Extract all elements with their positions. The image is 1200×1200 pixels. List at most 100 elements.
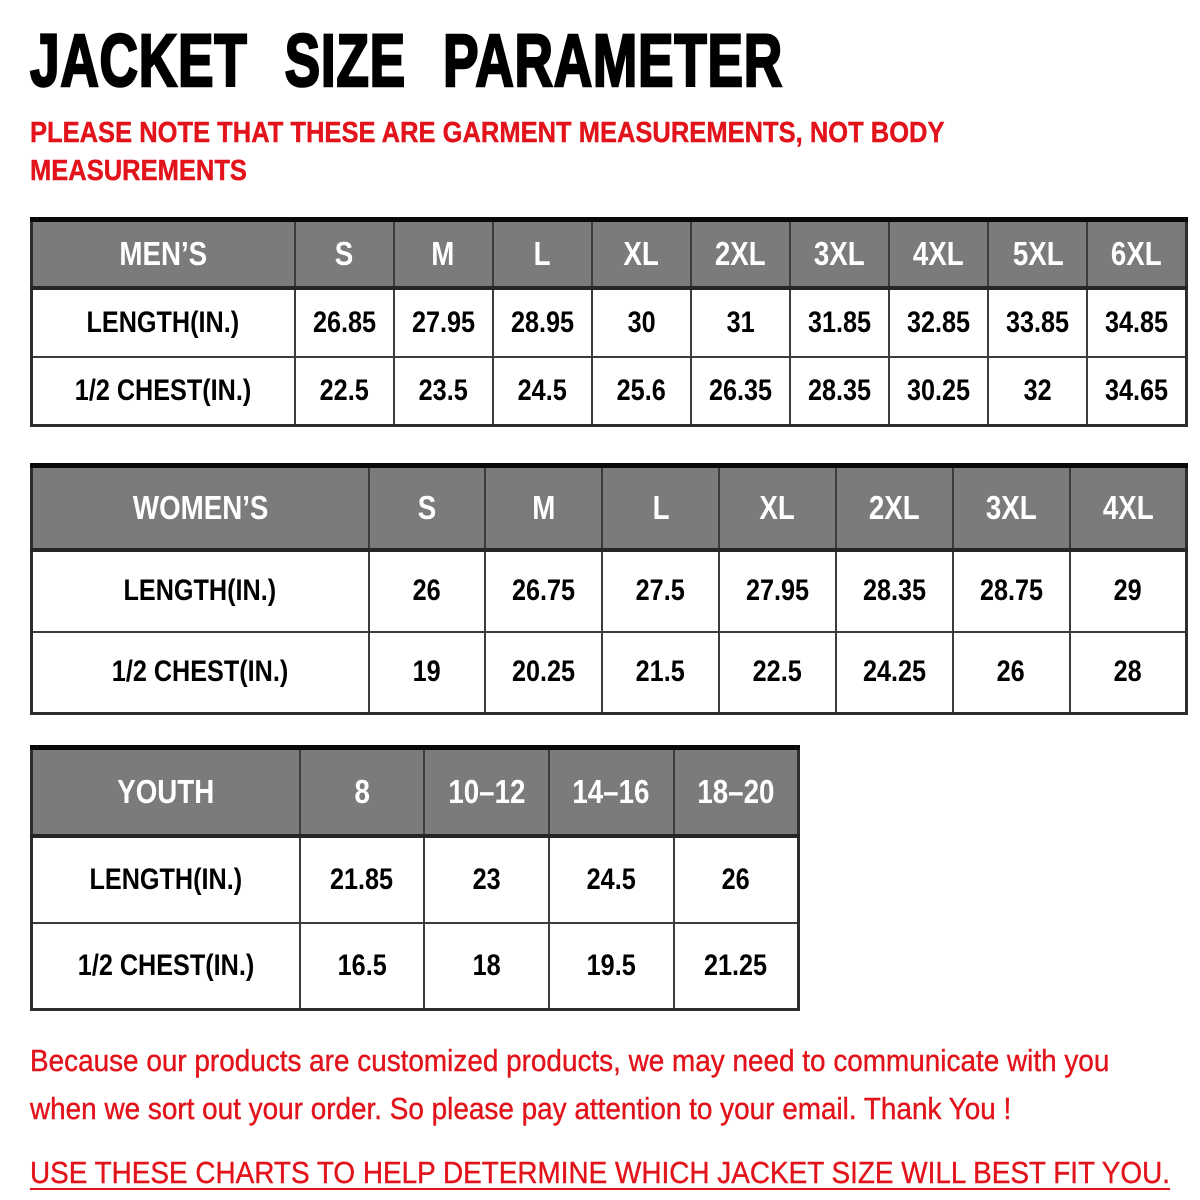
womens-measurement-row: LENGTH(IN.) 26 26.75 27.5 27.95 28.35 28.75 29 [30, 548, 1188, 633]
header-cell-text: 14–16 [572, 772, 650, 810]
size-value-cell: 27.95 [718, 548, 837, 633]
size-value-cell: 32.85 [888, 286, 990, 358]
header-cell-text: M [532, 488, 556, 526]
size-value-cell: 32 [987, 355, 1089, 427]
size-value-cell: 28.95 [491, 286, 593, 358]
womens-group-title: WOMEN’S [30, 464, 370, 552]
row-label: LENGTH(IN.) [30, 286, 296, 358]
custom-order-notice: Because our products are customized prod… [30, 1037, 1170, 1133]
row-label-text: 1/2 CHEST(IN.) [75, 373, 252, 407]
size-value-cell: 28.75 [951, 548, 1071, 633]
size-value-cell: 25.6 [590, 355, 692, 427]
mens-measurement-row: 1/2 CHEST(IN.) 22.5 23.5 24.5 25.6 26.35 28.35… [30, 355, 1188, 427]
womens-size-header: 4XL [1068, 464, 1188, 552]
row-label-text: LENGTH(IN.) [89, 862, 243, 896]
size-value-cell: 30.25 [888, 355, 990, 427]
size-value-cell: 21.85 [298, 834, 426, 924]
size-value-text: 33.85 [1006, 305, 1070, 339]
size-value-text: 30 [627, 305, 656, 339]
size-value-text: 26 [997, 655, 1026, 689]
notice-line-2: when we sort out your order. So please p… [30, 1090, 1012, 1126]
youth-measurement-row: 1/2 CHEST(IN.) 16.5 18 19.5 21.25 [30, 921, 800, 1011]
size-value-text: 20.25 [512, 655, 576, 689]
size-value-cell: 16.5 [298, 921, 426, 1011]
header-cell-text: L [533, 234, 551, 272]
size-value-cell: 23 [423, 834, 550, 924]
note-line-2: MEASUREMENTS [30, 155, 247, 188]
size-value-text: 26.35 [708, 373, 773, 407]
size-value-cell: 31 [689, 286, 792, 358]
size-value-text: 26.85 [312, 305, 376, 339]
row-label-text: 1/2 CHEST(IN.) [77, 948, 254, 982]
header-cell-text: 3XL [814, 234, 866, 272]
womens-size-header: M [484, 464, 604, 552]
header-cell-text: 2XL [868, 488, 920, 526]
size-value-text: 26.75 [512, 574, 576, 608]
mens-group-title: MEN’S [30, 218, 296, 290]
header-cell-text: L [652, 488, 670, 526]
size-value-cell: 26 [951, 630, 1071, 715]
mens-size-header: 3XL [789, 218, 891, 290]
header-cell-text: 4XL [1102, 488, 1154, 526]
size-value-text: 21.85 [330, 862, 394, 896]
size-value-cell: 22.5 [718, 630, 837, 715]
header-cell-text: XL [623, 234, 660, 272]
header-cell-text: 3XL [985, 488, 1037, 526]
mens-size-header: M [392, 218, 494, 290]
mens-size-table: MEN’S S M L XL 2XL 3XL 4XL 5XL 6XL LENGTH(IN.) 26.8… [30, 216, 1188, 427]
mens-header-row: MEN’S S M L XL 2XL 3XL 4XL 5XL 6XL [30, 218, 1188, 290]
size-value-cell: 22.5 [293, 355, 395, 427]
size-value-text: 24.5 [586, 862, 636, 896]
header-cell-text: YOUTH [117, 772, 215, 810]
size-value-cell: 19.5 [548, 921, 675, 1011]
mens-table: MEN’S S M L XL 2XL 3XL 4XL 5XL 6XL LENGTH(IN.) 26.8… [30, 216, 1188, 427]
size-value-text: 28.35 [808, 373, 872, 407]
size-value-text: 28.75 [979, 574, 1043, 608]
size-value-text: 34.65 [1105, 373, 1169, 407]
size-value-cell: 24.5 [491, 355, 593, 427]
size-value-cell: 24.5 [548, 834, 675, 924]
header-cell-text: S [417, 488, 437, 526]
size-value-text: 19 [412, 655, 441, 689]
size-value-text: 32.85 [907, 305, 971, 339]
header-cell-text: 4XL [913, 234, 965, 272]
row-label: 1/2 CHEST(IN.) [30, 921, 301, 1011]
youth-measurement-row: LENGTH(IN.) 21.85 23 24.5 26 [30, 834, 800, 924]
size-value-cell: 18 [423, 921, 550, 1011]
fit-advice-line: USE THESE CHARTS TO HELP DETERMINE WHICH… [30, 1154, 1171, 1190]
size-value-cell: 34.65 [1086, 355, 1188, 427]
size-value-cell: 28.35 [789, 355, 891, 427]
size-value-text: 19.5 [586, 948, 636, 982]
size-value-text: 27.5 [636, 574, 686, 608]
mens-size-header: XL [590, 218, 692, 290]
youth-size-header: 8 [298, 746, 426, 838]
size-value-cell: 21.5 [601, 630, 721, 715]
size-value-text: 23 [472, 862, 501, 896]
header-cell-text: S [334, 234, 354, 272]
size-value-text: 27.95 [411, 305, 475, 339]
size-value-cell: 33.85 [987, 286, 1089, 358]
header-cell-text: MEN’S [119, 234, 208, 272]
womens-measurement-row: 1/2 CHEST(IN.) 19 20.25 21.5 22.5 24.25 26 28 [30, 630, 1188, 715]
header-cell-text: 2XL [715, 234, 766, 272]
row-label: 1/2 CHEST(IN.) [30, 630, 370, 715]
size-value-text: 28.95 [510, 305, 574, 339]
size-value-text: 18 [472, 948, 501, 982]
size-value-text: 21.25 [704, 948, 768, 982]
mens-size-header: 5XL [987, 218, 1089, 290]
womens-size-table: WOMEN’S S M L XL 2XL 3XL 4XL LENGTH(IN.) 26 26.75 2… [30, 462, 1188, 715]
mens-size-header: 2XL [689, 218, 792, 290]
size-value-text: 30.25 [907, 373, 971, 407]
youth-size-header: 18–20 [672, 746, 800, 838]
youth-group-title: YOUTH [30, 746, 301, 838]
womens-header-row: WOMEN’S S M L XL 2XL 3XL 4XL [30, 464, 1188, 552]
row-label-text: LENGTH(IN.) [86, 305, 240, 339]
size-value-cell: 24.25 [834, 630, 954, 715]
size-value-text: 27.95 [745, 574, 809, 608]
header-cell-text: WOMEN’S [132, 488, 268, 526]
size-value-cell: 28 [1068, 630, 1188, 715]
header-cell-text: M [431, 234, 455, 272]
youth-size-table: YOUTH 8 10–12 14–16 18–20 LENGTH(IN.) 21.85 23 2… [30, 744, 1170, 1011]
row-label-text: 1/2 CHEST(IN.) [112, 655, 289, 689]
size-value-text: 32 [1023, 373, 1052, 407]
